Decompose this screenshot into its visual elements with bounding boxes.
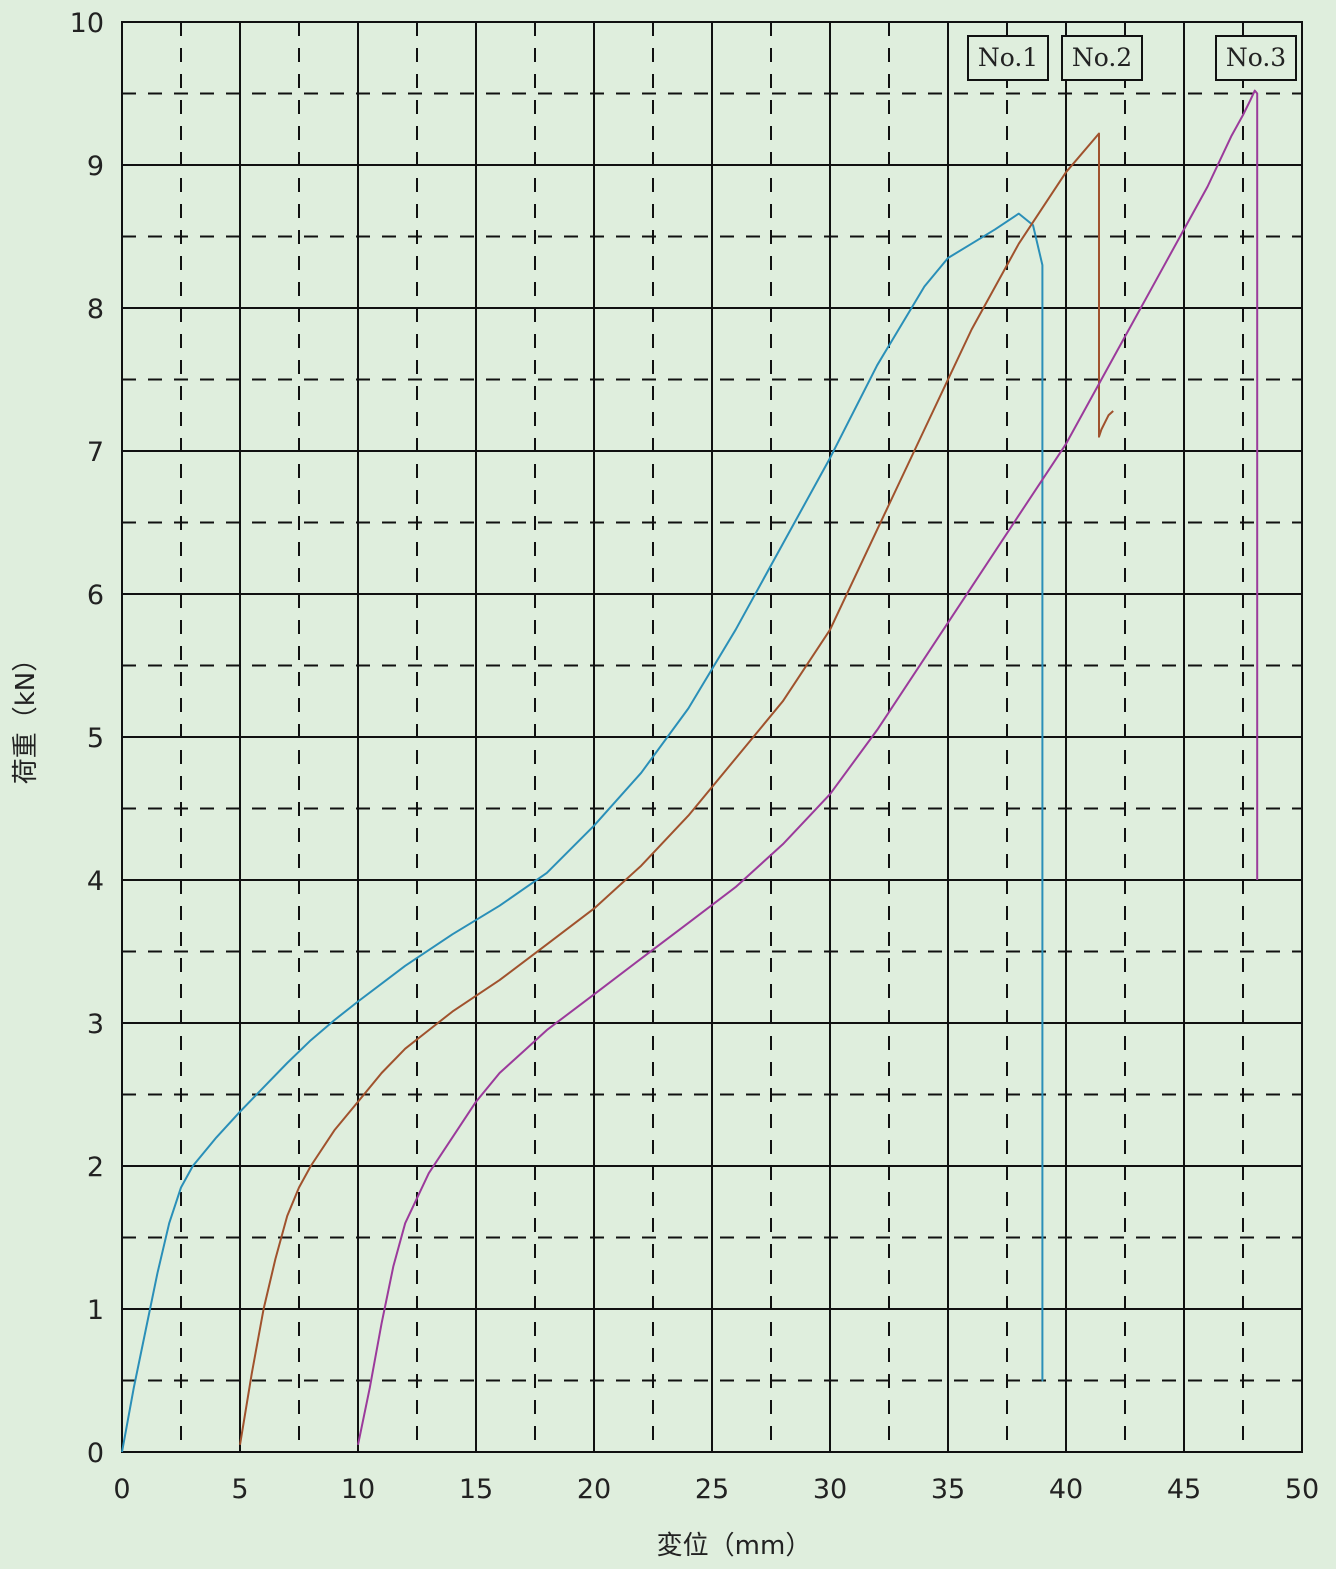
x-tick-label: 35 [931, 1474, 965, 1505]
x-axis-ticks: 0 5 10 15 20 25 30 35 40 45 50 [113, 1474, 1319, 1505]
x-tick-label: 30 [813, 1474, 847, 1505]
y-tick-label: 4 [87, 866, 104, 897]
x-tick-label: 40 [1049, 1474, 1083, 1505]
y-axis-title: 荷重（kN） [11, 646, 41, 785]
legend-box [1061, 35, 1143, 81]
plot-frame [121, 21, 1303, 1453]
x-tick-label: 10 [341, 1474, 375, 1505]
series-line-no2 [239, 132, 1114, 1445]
series-line-no3 [357, 89, 1259, 1446]
y-tick-label: 2 [87, 1152, 104, 1183]
legend-label: No.1 [978, 43, 1038, 72]
y-tick-label: 10 [70, 8, 104, 39]
legend-box [1215, 35, 1297, 81]
series-line-no1 [121, 212, 1044, 1453]
legend-label: No.2 [1072, 43, 1132, 72]
x-tick-label: 5 [231, 1474, 248, 1505]
legend: No.1 No.2 No.3 [967, 35, 1297, 81]
series-layer [121, 89, 1259, 1453]
legend-item-no3: No.3 [1215, 35, 1297, 81]
x-tick-label: 0 [113, 1474, 130, 1505]
y-tick-label: 5 [87, 723, 104, 754]
y-tick-label: 9 [87, 151, 104, 182]
y-tick-label: 0 [87, 1438, 104, 1469]
grid [122, 22, 1302, 1452]
x-axis-title: 変位（mm） [657, 1531, 812, 1561]
x-tick-label: 15 [459, 1474, 493, 1505]
y-tick-label: 8 [87, 294, 104, 325]
legend-item-no2: No.2 [1061, 35, 1143, 81]
legend-label: No.3 [1226, 43, 1286, 72]
y-tick-label: 7 [87, 437, 104, 468]
y-tick-label: 6 [87, 580, 104, 611]
y-tick-label: 1 [87, 1295, 104, 1326]
x-tick-label: 50 [1285, 1474, 1319, 1505]
x-tick-label: 45 [1167, 1474, 1201, 1505]
legend-box [967, 35, 1049, 81]
x-tick-label: 25 [695, 1474, 729, 1505]
y-tick-label: 3 [87, 1009, 104, 1040]
legend-item-no1: No.1 [967, 35, 1049, 81]
x-tick-label: 20 [577, 1474, 611, 1505]
y-axis-ticks: 0 1 2 3 4 5 6 7 8 9 10 [70, 8, 104, 1469]
